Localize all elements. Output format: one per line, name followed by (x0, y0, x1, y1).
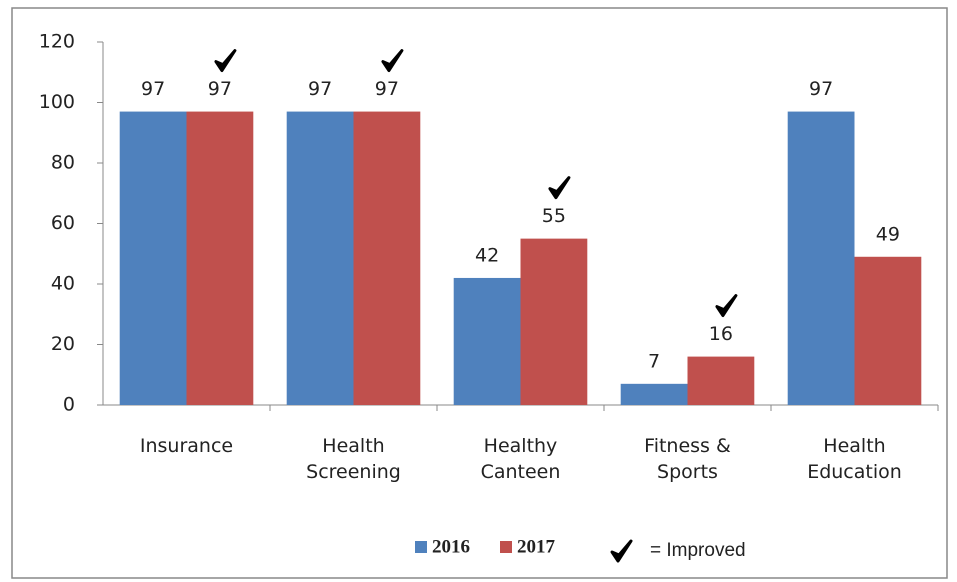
y-tick-label: 100 (39, 91, 75, 113)
x-tick-label: Health Screening (306, 435, 401, 483)
annotation: = Improved (650, 540, 746, 561)
x-tick-label: Fitness & Sports (644, 435, 731, 483)
bar (787, 111, 855, 405)
y-tick-label: 120 (39, 31, 75, 53)
legend-swatch (415, 541, 427, 553)
x-tick-label: Health Education (807, 435, 902, 483)
check-icon (715, 294, 738, 318)
frame (11, 7, 948, 579)
check-icon (214, 49, 237, 73)
legend-label: 2017 (517, 536, 556, 557)
legend-label: 2016 (432, 536, 470, 557)
data-label: 55 (542, 205, 566, 227)
x-tick-label: Healthy Canteen (480, 435, 561, 483)
x-tick-label: Insurance (139, 435, 234, 457)
check-icon (610, 539, 633, 563)
data-label: 49 (876, 223, 900, 245)
bar (453, 277, 521, 405)
data-label: 97 (208, 78, 232, 100)
data-label: 97 (809, 78, 833, 100)
bar (854, 256, 922, 405)
check-icon (548, 176, 571, 200)
y-tick-label: 60 (51, 212, 75, 234)
y-tick-label: 0 (63, 394, 75, 416)
data-label: 7 (648, 350, 660, 372)
bar (186, 111, 254, 405)
data-label: 16 (709, 323, 733, 345)
data-label: 97 (308, 78, 332, 100)
bar (620, 383, 688, 405)
bar (687, 356, 755, 405)
data-label: 97 (141, 78, 165, 100)
bar (520, 238, 588, 405)
legend-swatch (500, 541, 512, 553)
y-tick-label: 40 (51, 273, 75, 295)
bar (353, 111, 421, 405)
data-label: 97 (375, 78, 399, 100)
bar (286, 111, 354, 405)
data-label: 42 (475, 244, 499, 266)
bar (119, 111, 187, 405)
y-tick-label: 80 (51, 152, 75, 174)
check-icon (381, 49, 404, 73)
y-tick-label: 20 (51, 333, 75, 355)
